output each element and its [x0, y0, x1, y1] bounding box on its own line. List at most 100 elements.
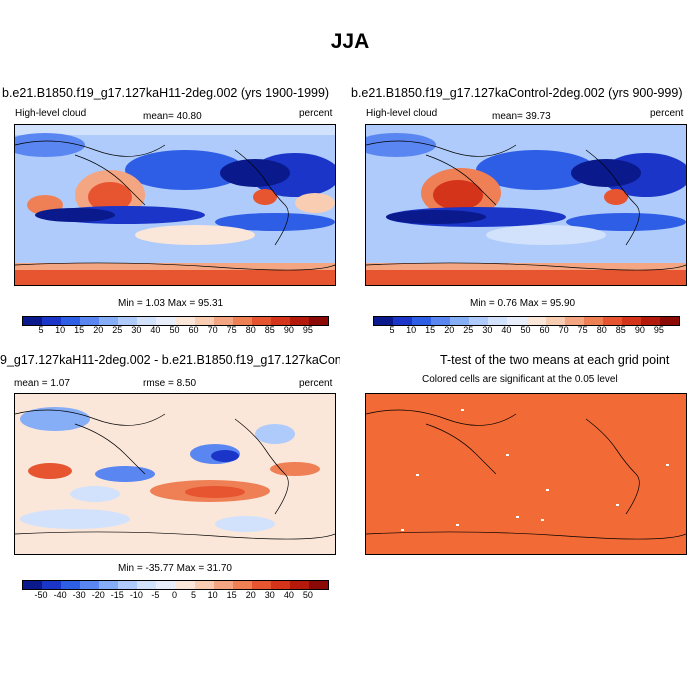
colorbar-swatch — [289, 317, 309, 325]
colorbar-swatch — [61, 581, 81, 589]
colorbar-swatch — [583, 317, 603, 325]
colorbar-tick-label: 20 — [93, 325, 104, 335]
colorbar-tick-label: 10 — [406, 325, 417, 335]
colorbar-top-right-labels: 5 10 15 20 25 30 40 50 60 70 75 80 85 90 95 — [373, 325, 678, 337]
colorbar-swatch — [80, 581, 100, 589]
panel-tl-title: b.e21.B1850.f19_g17.127kaH11-2deg.002 (y… — [2, 86, 330, 100]
colorbar-tick-label: 50 — [520, 325, 531, 335]
panel-tr-variable: High-level cloud — [366, 108, 438, 119]
colorbar-tick-label: -50 — [34, 590, 48, 600]
panel-br-subtitle: Colored cells are significant at the 0.0… — [422, 374, 618, 385]
colorbar-tick-label: -30 — [72, 590, 86, 600]
colorbar-tick-label: -5 — [151, 590, 160, 600]
colorbar-swatch — [469, 317, 489, 325]
map-top-left — [14, 124, 336, 286]
colorbar-swatch — [175, 581, 195, 589]
colorbar-tick-label: 10 — [55, 325, 66, 335]
colorbar-tick-label: 85 — [264, 325, 275, 335]
colorbar-swatch — [251, 581, 271, 589]
colorbar-tick-label: 90 — [634, 325, 645, 335]
panel-tr-mean: mean= 39.73 — [492, 111, 551, 122]
colorbar-swatch — [488, 317, 508, 325]
panel-bl-title: 9_g17.127kaH11-2deg.002 - b.e21.B1850.f1… — [0, 353, 340, 367]
colorbar-swatch — [194, 581, 214, 589]
colorbar-tick-label: 30 — [264, 590, 275, 600]
figure-title: JJA — [330, 30, 370, 53]
colorbar-bottom-left — [22, 580, 329, 590]
colorbar-swatch — [545, 317, 565, 325]
map-bottom-left-field — [15, 394, 335, 554]
colorbar-swatch — [602, 317, 622, 325]
colorbar-swatch — [99, 317, 119, 325]
colorbar-tick-label: 40 — [501, 325, 512, 335]
panel-tr-minmax: Min = 0.76 Max = 95.90 — [470, 298, 576, 309]
map-top-right — [365, 124, 687, 286]
colorbar-tick-label: 95 — [653, 325, 664, 335]
colorbar-swatch — [175, 317, 195, 325]
panel-tl-minmax: Min = 1.03 Max = 95.31 — [118, 298, 224, 309]
colorbar-tick-label: 5 — [191, 590, 197, 600]
colorbar-tick-label: 95 — [302, 325, 313, 335]
colorbar-top-right — [373, 316, 680, 326]
colorbar-tick-label: 85 — [615, 325, 626, 335]
panel-tr-title: b.e21.B1850.f19_g17.127kaControl-2deg.00… — [351, 86, 683, 100]
panel-bl-minmax: Min = -35.77 Max = 31.70 — [118, 563, 232, 574]
colorbar-swatch — [194, 317, 214, 325]
colorbar-swatch — [232, 581, 252, 589]
colorbar-swatch — [507, 317, 527, 325]
colorbar-tick-label: 70 — [558, 325, 569, 335]
colorbar-tick-label: 60 — [188, 325, 199, 335]
colorbar-tick-label: 5 — [38, 325, 44, 335]
colorbar-tick-label: -10 — [129, 590, 143, 600]
colorbar-swatch — [213, 317, 233, 325]
panel-bl-rmse: rmse = 8.50 — [143, 378, 197, 389]
panel-bl-mean: mean = 1.07 — [14, 378, 70, 389]
colorbar-tick-label: -15 — [110, 590, 124, 600]
colorbar-tick-label: 80 — [245, 325, 256, 335]
panel-tl-mean: mean= 40.80 — [143, 111, 202, 122]
colorbar-swatch — [137, 317, 157, 325]
colorbar-swatch — [270, 581, 290, 589]
colorbar-swatch — [156, 317, 176, 325]
colorbar-swatch — [526, 317, 546, 325]
colorbar-tick-label: 25 — [463, 325, 474, 335]
colorbar-swatch — [213, 581, 233, 589]
colorbar-tick-label: 0 — [171, 590, 178, 600]
colorbar-bottom-left-labels: -50 -40 -30 -20 -15 -10 -5 0 5 10 15 20 30 40 50 — [22, 590, 327, 602]
panel-tl-variable: High-level cloud — [15, 108, 87, 119]
colorbar-swatch — [137, 581, 157, 589]
colorbar-swatch — [412, 317, 432, 325]
colorbar-tick-label: 40 — [283, 590, 294, 600]
map-top-right-field — [366, 125, 686, 285]
colorbar-tick-label: 60 — [539, 325, 550, 335]
colorbar-tick-label: 75 — [226, 325, 237, 335]
colorbar-tick-label: 25 — [112, 325, 123, 335]
colorbar-swatch — [80, 317, 100, 325]
colorbar-tick-label: 90 — [283, 325, 294, 335]
colorbar-tick-label: 15 — [74, 325, 85, 335]
colorbar-swatch — [450, 317, 470, 325]
panel-tl-units: percent — [299, 108, 333, 119]
colorbar-swatch — [251, 317, 271, 325]
colorbar-tick-label: 40 — [150, 325, 161, 335]
colorbar-tick-label: 30 — [482, 325, 493, 335]
colorbar-swatch — [621, 317, 641, 325]
colorbar-tick-label: 10 — [207, 590, 218, 600]
panel-br-title: T-test of the two means at each grid poi… — [440, 353, 670, 367]
colorbar-tick-label: 75 — [577, 325, 588, 335]
colorbar-tick-label: 15 — [226, 590, 237, 600]
colorbar-swatch — [308, 317, 328, 325]
colorbar-top-left-labels: 5 10 15 20 25 30 40 50 60 70 75 80 85 90 95 — [22, 325, 327, 337]
colorbar-swatch — [270, 317, 290, 325]
colorbar-swatch — [659, 317, 679, 325]
colorbar-swatch — [431, 317, 451, 325]
colorbar-swatch — [61, 317, 81, 325]
colorbar-top-left — [22, 316, 329, 326]
colorbar-tick-label: 20 — [444, 325, 455, 335]
colorbar-swatch — [23, 581, 43, 589]
map-top-left-field — [15, 125, 335, 285]
colorbar-tick-label: 20 — [245, 590, 256, 600]
panel-tr-units: percent — [650, 108, 684, 119]
colorbar-tick-label: 15 — [425, 325, 436, 335]
colorbar-swatch — [23, 317, 43, 325]
